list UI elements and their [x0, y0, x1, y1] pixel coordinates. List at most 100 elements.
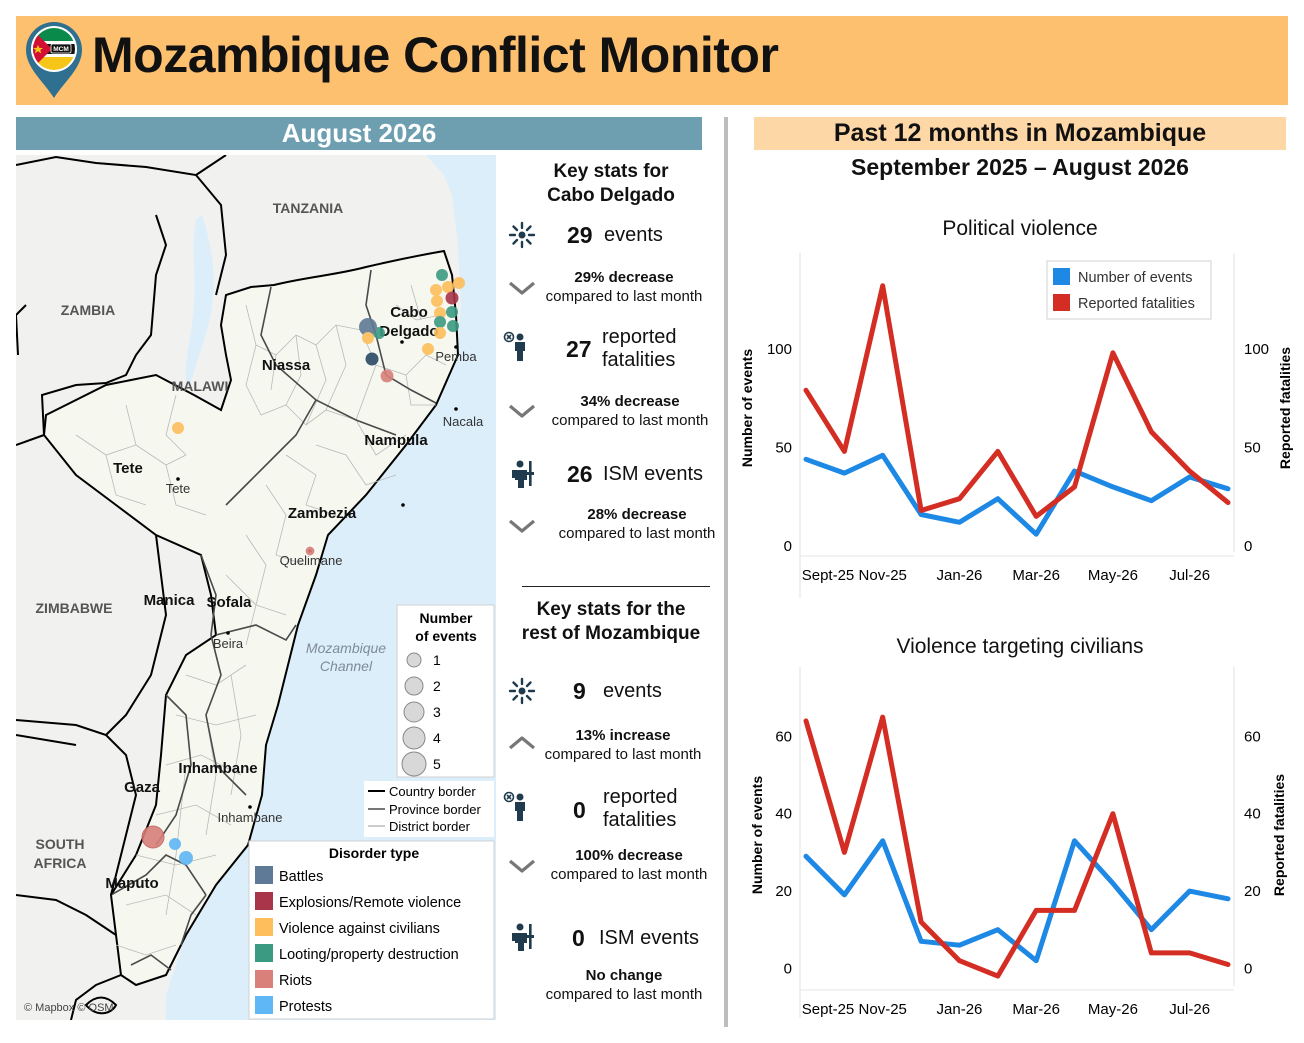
x-tick-label: Jul-26 [1169, 567, 1210, 584]
person-fatalities-icon [503, 331, 526, 361]
province-label-maputo: Maputo [105, 875, 158, 892]
legend-label: Number of events [1078, 270, 1192, 286]
lake-malawi [185, 215, 214, 386]
event-point[interactable] [442, 281, 454, 293]
rest-stats-title: Key stats for the rest of Mozambique [501, 598, 721, 646]
rest-fatalities-label-line: fatalities [603, 809, 677, 831]
x-tick-label: Nov-25 [859, 567, 907, 584]
cabo-events-value: 29 [567, 222, 593, 248]
disorder-type-legend: Disorder type Battles Explosions/Remote … [248, 840, 495, 1020]
event-point[interactable] [359, 318, 377, 336]
event-point[interactable] [445, 291, 459, 305]
map-attribution: © Mapbox © OSM [24, 1002, 114, 1014]
legend-swatch [1053, 294, 1070, 311]
province-label-sofala: Sofala [206, 594, 252, 611]
country-label-malawi: MALAWI [172, 378, 229, 394]
city-label-tete: Tete [166, 481, 191, 496]
rest-fatalities-label: reported fatalities [603, 786, 678, 832]
column-divider [724, 117, 728, 1027]
series-line-fatalities [803, 283, 1231, 519]
event-point[interactable] [380, 369, 394, 383]
x-tick-label: Jan-26 [937, 567, 983, 584]
border-legend-province: Province border [389, 802, 481, 817]
cabo-fatalities-change-text: 34% decrease [580, 393, 680, 410]
border-legend: Country border Province border District … [364, 781, 494, 837]
series-line-fatalities [803, 714, 1231, 979]
y2-tick-label: 50 [1244, 439, 1261, 456]
rest-fatalities-change-sub: compared to last month [550, 866, 708, 883]
event-point[interactable] [362, 332, 374, 344]
chevron-down-icon [508, 859, 536, 873]
violence-civilians-chart[interactable]: 0 20 40 60 0 20 40 60 Sept-25 Nov-25 Jan-26 Mar-26 M… [736, 662, 1302, 1020]
event-point[interactable] [434, 316, 446, 328]
x-tick-label: Jan-26 [937, 1001, 983, 1018]
stats-divider [522, 586, 710, 587]
event-point[interactable] [365, 352, 379, 366]
city-label-pemba: Pemba [435, 349, 477, 364]
province-label-niassa: Niassa [262, 357, 311, 374]
event-point[interactable] [304, 545, 316, 557]
rest-events-change-sub: compared to last month [544, 746, 702, 763]
y2-tick-label: 0 [1244, 960, 1252, 977]
soldier-ism-icon [512, 923, 534, 951]
event-point[interactable] [446, 306, 458, 318]
rest-events-change: 13% increase compared to last month [528, 726, 718, 764]
border-legend-district: District border [389, 819, 471, 834]
sea-label-mozambique: Mozambique [306, 640, 386, 656]
country-borders [16, 155, 228, 1020]
political-violence-chart[interactable]: 0 50 100 0 50 100 Sept-25 Nov-25 Jan-26 Mar-26 May… [736, 248, 1302, 600]
city-label-nacala: Nacala [443, 414, 484, 429]
rest-fatalities-change: 100% decrease compared to last month [534, 846, 724, 884]
x-tick-label: Jul-26 [1169, 1001, 1210, 1018]
chevron-down-icon [508, 519, 536, 533]
burst-events-icon [508, 677, 536, 705]
disorder-legend-protests: Protests [279, 999, 332, 1015]
y-tick-label: 0 [784, 538, 792, 555]
event-point[interactable] [431, 295, 443, 307]
x-tick-label: May-26 [1088, 567, 1138, 584]
province-label-nampula: Nampula [364, 432, 428, 449]
y2-tick-label: 40 [1244, 806, 1261, 823]
event-point[interactable] [169, 838, 181, 850]
event-point[interactable] [447, 320, 459, 332]
event-point[interactable] [453, 277, 465, 289]
event-point[interactable] [172, 422, 184, 434]
y2-tick-label: 0 [1244, 538, 1252, 555]
y2-tick-label: 100 [1244, 341, 1269, 358]
rest-ism-label: ISM events [599, 927, 700, 949]
event-point[interactable] [430, 284, 442, 296]
event-point[interactable] [436, 269, 448, 281]
y-tick-label: 100 [767, 341, 792, 358]
event-point[interactable] [434, 307, 446, 319]
mcm-logo-pin-icon: MCM [26, 22, 82, 98]
country-label-tanzania: TANZANIA [273, 200, 344, 216]
event-point[interactable] [179, 851, 193, 865]
y-axis-label: Number of events [749, 776, 765, 894]
event-point[interactable] [141, 825, 165, 849]
size-legend-value: 4 [433, 730, 441, 746]
cabo-fatalities-value: 27 [566, 336, 592, 362]
y2-axis-label: Reported fatalities [1271, 774, 1287, 896]
x-tick-label: Mar-26 [1012, 567, 1060, 584]
mozambique-map[interactable]: TANZANIA ZAMBIA MALAWI ZIMBABWE SOUTH AF… [16, 155, 496, 1020]
size-legend-title-2: of events [415, 628, 477, 644]
event-point[interactable] [422, 343, 434, 355]
size-legend-title-1: Number [420, 610, 473, 626]
y-tick-label: 50 [775, 439, 792, 456]
province-label-cabo: Cabo [390, 304, 428, 321]
province-label-inhambane: Inhambane [178, 760, 257, 777]
event-point[interactable] [434, 327, 446, 339]
rest-events-label: events [603, 680, 662, 702]
cabo-fatalities-label-line: fatalities [602, 349, 676, 371]
x-tick-label: Mar-26 [1012, 1001, 1060, 1018]
event-points [141, 269, 465, 865]
province-label-delgado: Delgado [379, 323, 438, 340]
disorder-legend-looting: Looting/property destruction [279, 947, 459, 963]
x-tick-label: Nov-25 [859, 1001, 907, 1018]
cabo-ism-change-text: 28% decrease [587, 506, 687, 523]
chart-legend [1046, 260, 1212, 320]
y2-axis-label: Reported fatalities [1277, 347, 1293, 469]
cabo-events-change-sub: compared to last month [545, 288, 703, 305]
person-fatalities-icon [503, 791, 526, 821]
rest-events-value: 9 [573, 678, 586, 704]
